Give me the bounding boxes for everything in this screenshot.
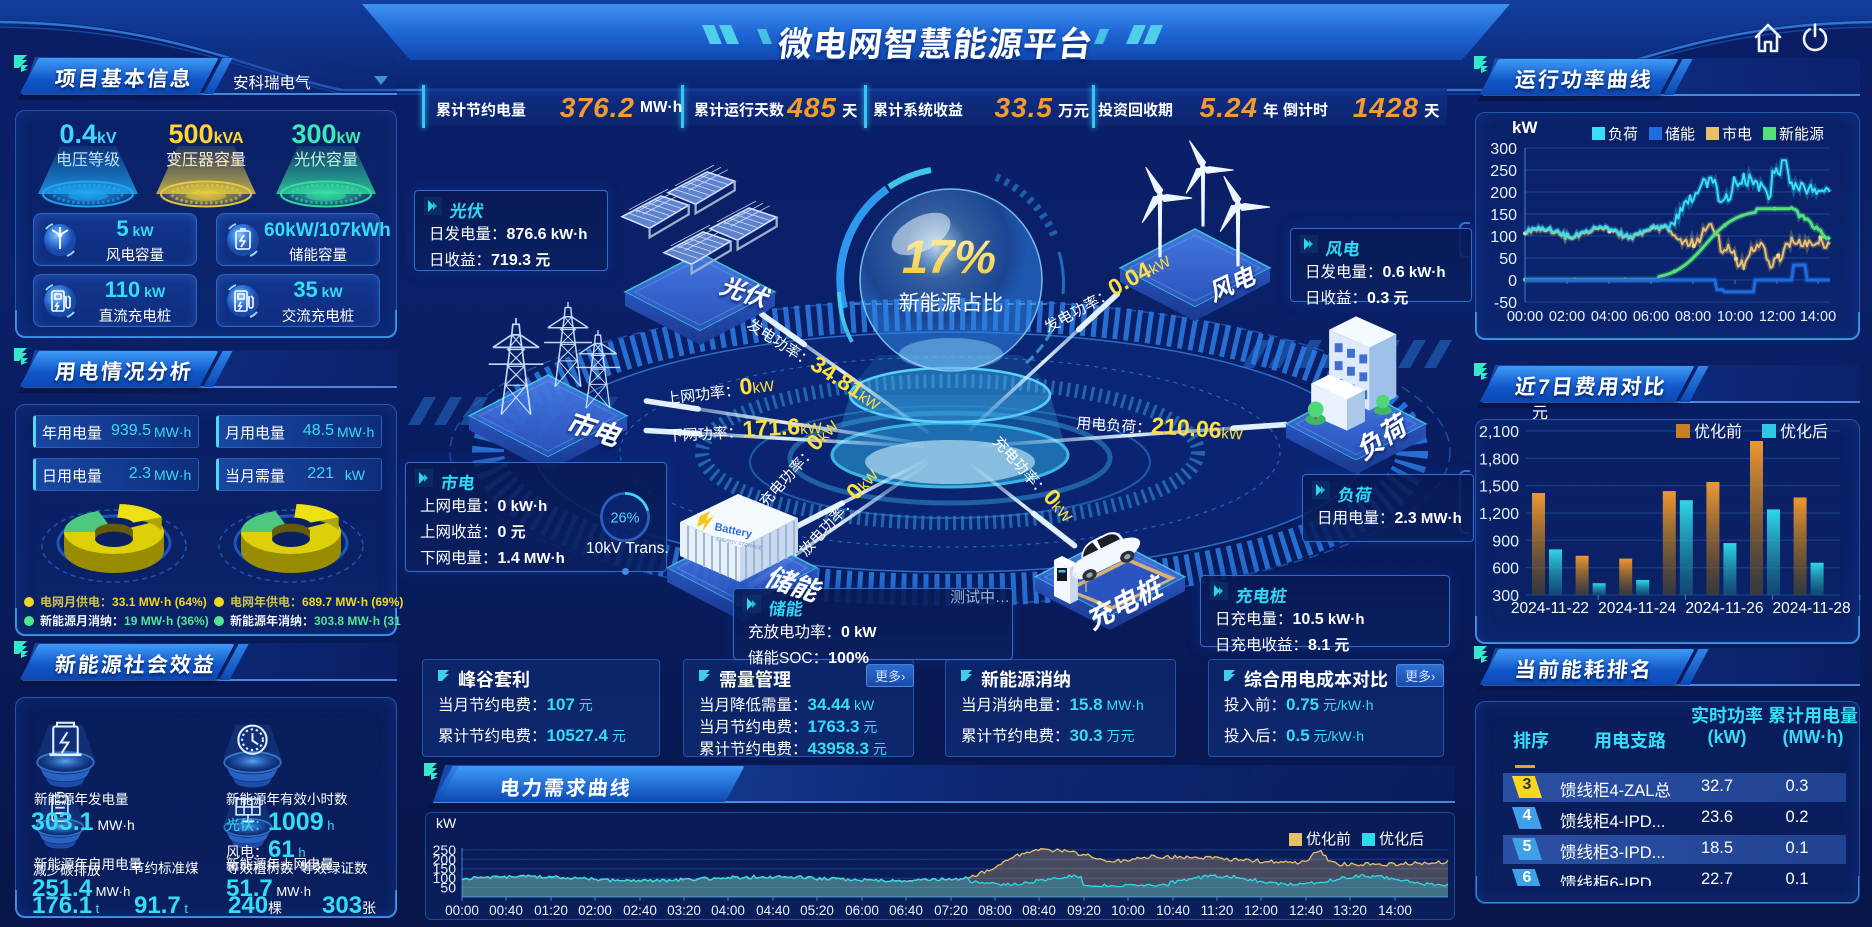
- svg-text:250: 250: [1490, 163, 1517, 180]
- svg-text:02:00: 02:00: [1549, 309, 1585, 325]
- svg-text:100: 100: [1490, 229, 1517, 246]
- svg-text:150: 150: [433, 861, 457, 877]
- svg-text:2024-11-28: 2024-11-28: [1773, 600, 1851, 617]
- svg-text:10:40: 10:40: [1156, 903, 1190, 918]
- svg-text:11:20: 11:20: [1201, 903, 1234, 918]
- svg-text:00:40: 00:40: [489, 903, 523, 918]
- svg-text:900: 900: [1492, 533, 1519, 550]
- svg-text:0: 0: [1508, 273, 1517, 290]
- svg-text:02:00: 02:00: [578, 903, 612, 918]
- svg-text:kW: kW: [436, 815, 457, 831]
- svg-text:01:20: 01:20: [534, 903, 568, 918]
- svg-text:17%: 17%: [902, 230, 996, 283]
- svg-text:市电: 市电: [1722, 126, 1752, 143]
- svg-text:12:00: 12:00: [1759, 309, 1795, 325]
- svg-text:08:00: 08:00: [1675, 309, 1711, 325]
- svg-text:26%: 26%: [610, 510, 639, 526]
- svg-text:03:20: 03:20: [667, 903, 701, 918]
- svg-text:14:00: 14:00: [1378, 903, 1412, 918]
- svg-text:300: 300: [1490, 141, 1517, 158]
- svg-text:00:00: 00:00: [445, 903, 479, 918]
- svg-text:优化前: 优化前: [1306, 831, 1351, 848]
- svg-text:06:40: 06:40: [889, 903, 923, 918]
- svg-text:100: 100: [433, 870, 457, 886]
- svg-text:10:00: 10:00: [1111, 903, 1145, 918]
- svg-text:12:40: 12:40: [1289, 903, 1323, 918]
- svg-text:1,800: 1,800: [1479, 451, 1519, 468]
- svg-text:下网功率：171.6kW: 下网功率：171.6kW: [667, 412, 823, 446]
- svg-text:10:00: 10:00: [1717, 309, 1753, 325]
- svg-text:05:20: 05:20: [800, 903, 834, 918]
- svg-text:优化后: 优化后: [1379, 831, 1424, 848]
- svg-text:150: 150: [1490, 207, 1517, 224]
- svg-text:08:00: 08:00: [978, 903, 1012, 918]
- svg-text:优化后: 优化后: [1780, 423, 1828, 441]
- svg-text:2024-11-26: 2024-11-26: [1685, 600, 1763, 617]
- svg-text:新能源占比: 新能源占比: [899, 292, 1004, 315]
- svg-text:06:00: 06:00: [1633, 309, 1669, 325]
- svg-text:负荷: 负荷: [1608, 126, 1638, 143]
- svg-text:50: 50: [440, 880, 456, 896]
- svg-text:2,100: 2,100: [1479, 424, 1519, 441]
- svg-text:储能: 储能: [1665, 126, 1695, 143]
- svg-text:08:40: 08:40: [1022, 903, 1056, 918]
- svg-text:-50: -50: [1494, 295, 1517, 312]
- svg-text:06:00: 06:00: [845, 903, 879, 918]
- svg-text:02:40: 02:40: [623, 903, 657, 918]
- svg-text:04:40: 04:40: [756, 903, 790, 918]
- svg-text:优化前: 优化前: [1694, 423, 1742, 441]
- svg-text:储能: 储能: [761, 565, 824, 608]
- svg-text:200: 200: [433, 851, 457, 867]
- svg-text:2024-11-24: 2024-11-24: [1598, 600, 1677, 617]
- svg-text:12:00: 12:00: [1244, 903, 1278, 918]
- svg-text:04:00: 04:00: [1591, 309, 1627, 325]
- svg-text:600: 600: [1492, 561, 1519, 578]
- svg-text:250: 250: [433, 842, 457, 858]
- svg-text:200: 200: [1490, 185, 1517, 202]
- svg-text:2024-11-22: 2024-11-22: [1511, 600, 1589, 617]
- svg-text:50: 50: [1499, 251, 1517, 268]
- svg-text:14:00: 14:00: [1800, 309, 1836, 325]
- svg-text:13:20: 13:20: [1333, 903, 1367, 918]
- svg-text:07:20: 07:20: [934, 903, 968, 918]
- svg-text:1,200: 1,200: [1479, 506, 1519, 523]
- svg-text:元: 元: [1532, 405, 1548, 422]
- svg-text:新能源: 新能源: [1779, 126, 1824, 143]
- svg-text:00:00: 00:00: [1507, 309, 1543, 325]
- svg-text:04:00: 04:00: [711, 903, 745, 918]
- svg-text:1,500: 1,500: [1479, 479, 1519, 496]
- svg-text:300: 300: [1492, 588, 1519, 605]
- svg-text:09:20: 09:20: [1067, 903, 1101, 918]
- svg-text:kW: kW: [1512, 118, 1538, 137]
